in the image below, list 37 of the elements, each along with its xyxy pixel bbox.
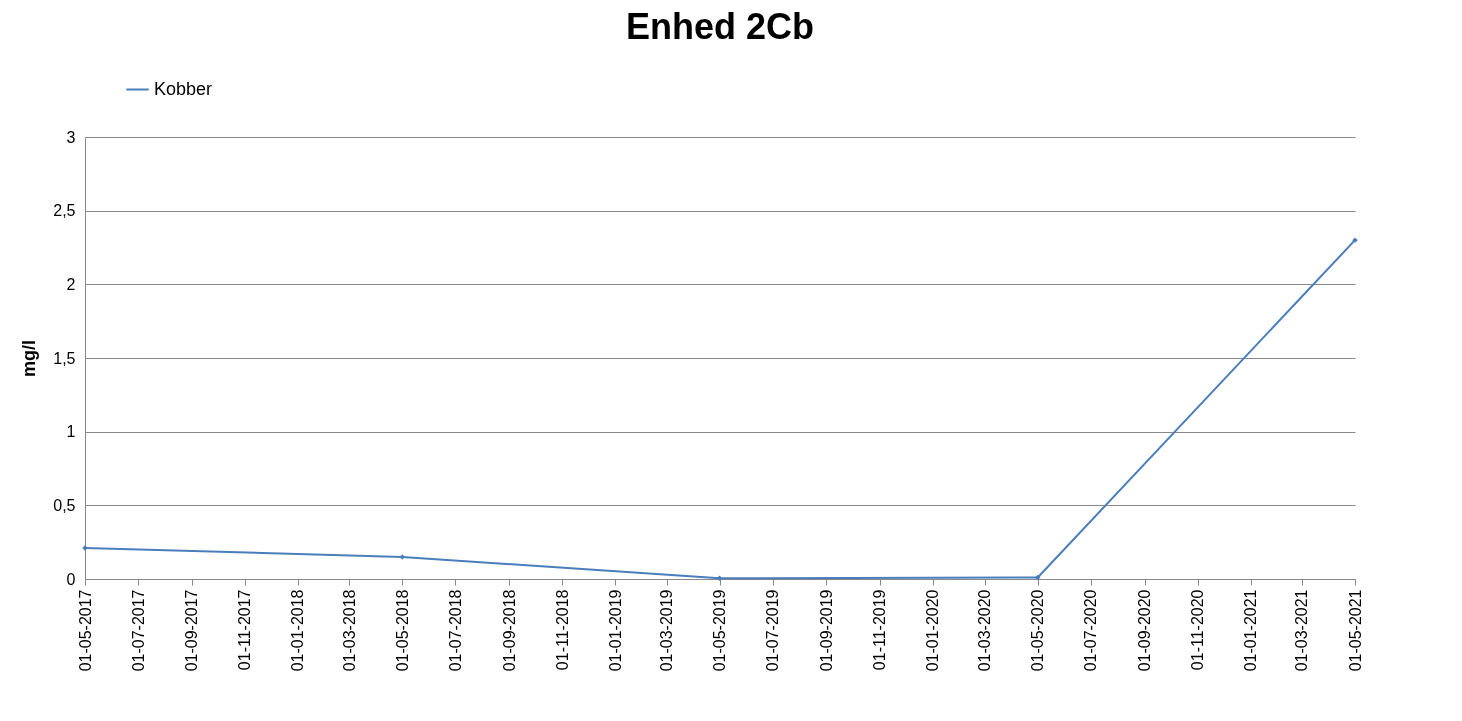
y-axis-title: mg/l (19, 339, 40, 378)
x-tick-label: 01-07-2017 (129, 589, 147, 672)
x-tick-label: 01-09-2018 (500, 589, 518, 672)
point (716, 575, 723, 581)
x-tick-label: 01-03-2021 (1293, 589, 1311, 672)
x-tick-label: 01-01-2021 (1242, 589, 1260, 672)
x-tick-label: 01-09-2017 (183, 589, 201, 672)
x-tick-label: 01-03-2018 (340, 589, 358, 672)
x-tick-label: 01-05-2018 (393, 589, 411, 672)
x-tick-label: 01-05-2021 (1346, 589, 1364, 672)
x-tick-label: 01-03-2020 (976, 589, 994, 672)
x-tick-label: 01-11-2020 (1189, 589, 1207, 671)
x-tick-label: 01-07-2018 (446, 589, 464, 672)
y-tick-label: 0,5 (53, 496, 76, 514)
x-tick-label: 01-07-2020 (1082, 589, 1100, 672)
x-tick-label: 01-03-2019 (658, 589, 676, 672)
y-tick-label: 3 (66, 128, 76, 146)
x-tick-label: 01-01-2020 (924, 589, 942, 672)
x-tick-label: 01-09-2020 (1136, 589, 1154, 672)
x-tick-label: 01-05-2017 (76, 589, 94, 672)
y-tick-label: 1 (66, 423, 76, 441)
x-tick-label: 01-01-2018 (289, 589, 307, 672)
x-tick-label: 01-09-2019 (817, 589, 835, 672)
x-tick-label: 01-07-2019 (764, 589, 782, 672)
point (399, 554, 406, 560)
x-tick-label: 01-05-2020 (1029, 589, 1047, 672)
legend-label: Kobber (154, 78, 213, 99)
x-tick-label: 01-05-2019 (711, 589, 729, 672)
y-tick-label: 1,5 (53, 349, 76, 367)
x-tick-label: 01-11-2018 (553, 589, 571, 671)
y-tick-label: 2,5 (53, 202, 76, 220)
x-tick-label: 01-11-2017 (236, 589, 254, 671)
x-tick-label: 01-01-2019 (606, 589, 624, 672)
y-tick-label: 2 (66, 275, 76, 293)
chart-title: Enhed 2Cb (625, 6, 815, 47)
y-tick-label: 0 (66, 570, 76, 588)
x-tick-label: 01-11-2019 (871, 589, 889, 671)
